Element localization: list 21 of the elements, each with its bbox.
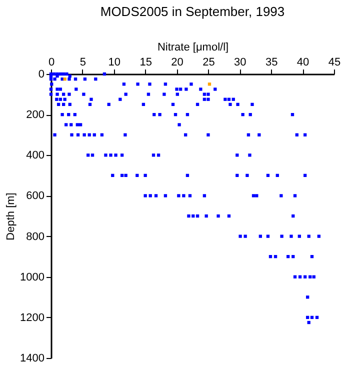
chart-title: MODS2005 in September, 1993 [100,4,285,19]
x-tick-label: 25 [202,56,215,68]
x-tick-label: 15 [140,56,152,68]
y-tick-label: 1000 [20,271,44,284]
x-tick-label: 20 [171,56,184,68]
y-tick-label: 600 [26,190,44,202]
x-tick-label: 35 [265,56,278,68]
x-tick-label: 0 [48,56,55,68]
x-tick-label: 45 [328,56,341,68]
y-tick-label: 800 [26,230,44,243]
y-tick-label: 0 [38,68,44,80]
x-axis-title: Nitrate [μmol/l] [157,42,229,54]
x-tick-label: 5 [80,56,86,68]
x-tick-label: 30 [234,56,246,68]
x-tick-label: 10 [108,56,121,68]
x-tick-label: 40 [296,56,310,68]
y-axis-title: Depth [m] [5,192,18,240]
y-tick-label: 400 [26,150,44,162]
y-tick-label: 200 [26,109,44,122]
y-tick-label: 1200 [20,312,44,324]
y-tick-label: 1400 [20,352,44,364]
